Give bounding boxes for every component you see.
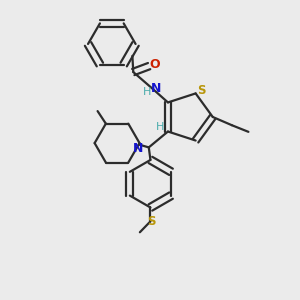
- Text: N: N: [133, 142, 143, 155]
- Text: O: O: [150, 58, 160, 71]
- Text: H: H: [143, 87, 151, 97]
- Text: S: S: [147, 215, 156, 228]
- Text: N: N: [151, 82, 161, 95]
- Text: S: S: [197, 84, 206, 97]
- Text: H: H: [155, 122, 164, 132]
